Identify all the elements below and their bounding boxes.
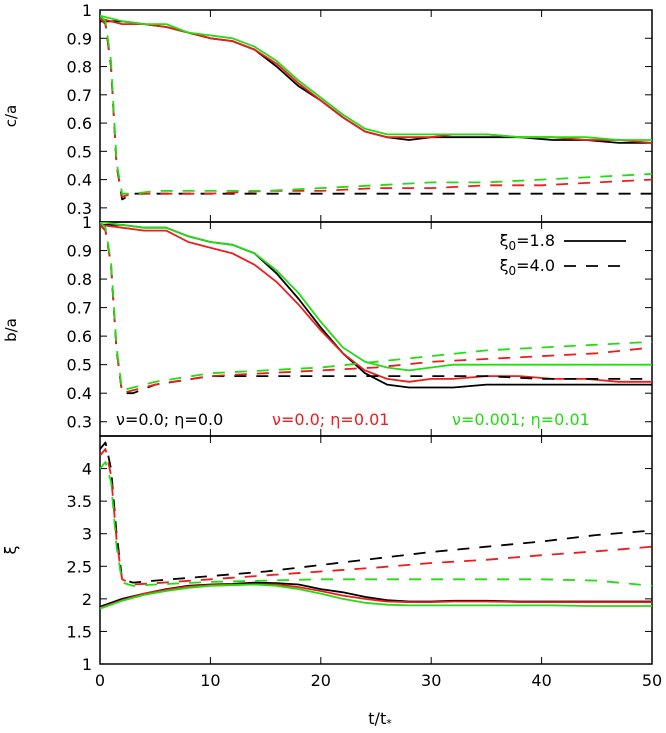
x-axis-label: t/t* [368,709,392,730]
series-line-dashed [100,224,652,395]
y-axis-label-b-over-a: b/a [2,318,20,342]
legend-label-value: =1.8 [516,231,555,250]
x-axis-label-sub: * [386,717,392,730]
x-tick-label: 10 [200,671,220,690]
y-tick-label: 4 [82,460,92,479]
series-line-dashed [100,17,652,198]
legend-label-sub: 0 [509,264,517,278]
run-annotation: ν=0.0; η=0.0 [116,410,223,429]
x-tick-label: 30 [421,671,441,690]
y-tick-label: 0.6 [67,327,92,346]
x-axis-label-base: t/t [368,709,386,728]
y-tick-label: 0.8 [67,58,92,77]
panel-xi: 11.522.533.540 10 20 30 40 50 [67,435,662,690]
series-line-dashed [100,15,652,195]
panel-c-over-a: 0.3 0.4 0.5 0.6 0.7 0.8 0.9 1 [67,1,653,223]
x-tick-label: 0 [95,671,105,690]
y-axis-label-c-over-a: c/a [2,105,20,128]
series-line-solid [100,20,652,144]
series-line-dashed [100,448,652,586]
run-annotation: ν=0.001; η=0.01 [452,410,590,429]
series-line-dashed [100,224,652,395]
x-tick-label: 40 [531,671,551,690]
plot-frame [99,221,653,437]
y-tick-label: 0.3 [67,199,92,218]
run-annotation: ν=0.0; η=0.01 [272,410,389,429]
series-line-solid [100,583,652,610]
y-tick-label: 2 [82,590,92,609]
y-tick-label: 1.5 [67,622,92,641]
series-group [100,222,652,395]
legend-label-value: =4.0 [516,256,555,275]
y-tick-label: 0.6 [67,114,92,133]
y-tick-label: 0.5 [67,142,92,161]
y-tick-label: 0.9 [67,242,92,261]
y-tick-label: 1 [82,213,92,232]
x-tick-label: 20 [311,671,331,690]
y-tick-label: 0.3 [67,413,92,432]
y-tick-label: 2.5 [67,557,92,576]
series-line-solid [100,583,652,609]
series-group [100,441,652,610]
x-tick-label: 50 [642,671,662,690]
y-tick-label: 3.5 [67,492,92,511]
y-tick-label: 1 [82,1,92,20]
plot-frame [99,435,653,665]
legend-label-sub: 0 [509,239,517,253]
series-line-solid [100,224,652,383]
panel-b-over-a: 0.30.40.50.60.70.80.91ξ0=1.8ξ0=4.0ν=0.0;… [67,213,653,437]
y-tick-label: 0.4 [67,171,92,190]
series-line-solid [100,14,652,141]
legend-label-base: ξ [500,256,509,275]
y-tick-label: 0.7 [67,299,92,318]
legend-label: ξ0=1.8 [500,231,555,253]
series-line-solid [100,223,652,389]
y-tick-label: 0.4 [67,384,92,403]
series-line-dashed [100,461,652,587]
series-line-solid [100,222,652,372]
series-group [100,14,652,201]
y-tick-label: 0.9 [67,29,92,48]
y-tick-label: 0.7 [67,86,92,105]
series-line-dashed [100,17,652,201]
y-axis-label-xi: ξ [1,545,20,554]
legend-label: ξ0=4.0 [500,256,555,278]
y-tick-label: 0.5 [67,356,92,375]
legend-label-base: ξ [500,231,509,250]
y-tick-label: 0.8 [67,270,92,289]
series-line-solid [100,17,652,144]
y-tick-label: 3 [82,525,92,544]
series-line-dashed [100,222,652,392]
y-tick-label: 1 [82,655,92,674]
series-line-dashed [100,441,652,584]
